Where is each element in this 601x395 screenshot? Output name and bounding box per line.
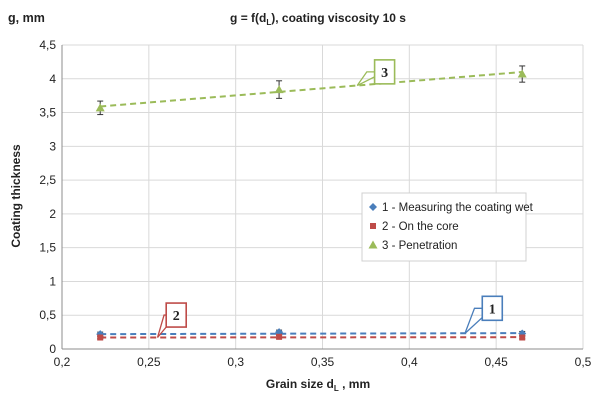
- callouts: 1 2 3: [156, 59, 504, 338]
- trend-lines: [100, 71, 523, 339]
- chart-title-sub: L: [266, 18, 271, 27]
- trend-line-series-1: [100, 332, 523, 336]
- callout-label: 1: [489, 302, 496, 317]
- x-tick-label: 0,2: [54, 355, 71, 369]
- chart-title-main: g = f(d: [230, 11, 266, 25]
- legend-item-label: 3 - Penetration: [382, 240, 457, 252]
- data-points: [95, 69, 527, 341]
- legend-box: [361, 192, 527, 262]
- x-tick-label: 0,35: [311, 355, 335, 369]
- tick-labels: 0 0,5 1 1,5 2 2,5 3 3,5 4 4,5 0,2 0,25 0,3 0,35 0,4 0,4…: [39, 38, 591, 369]
- y-tick-label: 1,5: [39, 241, 56, 255]
- y-axis-label: Coating thickness: [9, 144, 23, 248]
- callout-box: [373, 59, 396, 85]
- y-corner-label: g, mm: [8, 11, 45, 25]
- callout-label: 2: [173, 309, 180, 324]
- y-tick-label: 4: [49, 72, 56, 86]
- callout-label: 3: [381, 66, 388, 81]
- legend-marker: [370, 223, 376, 229]
- data-point-series-3: [274, 85, 284, 94]
- data-point-series-2: [97, 334, 104, 341]
- trend-line-series-3: [100, 71, 523, 108]
- y-tick-label: 3: [49, 139, 56, 153]
- x-axis-label: Grain size dL , mm: [266, 377, 370, 393]
- data-point-series-2: [519, 334, 526, 341]
- y-tick-label: 3,5: [39, 106, 56, 120]
- x-axis-label-rest: , mm: [339, 377, 370, 391]
- y-tick-label: 1: [49, 274, 56, 288]
- x-axis-label-sub: L: [334, 384, 339, 393]
- legend: 1 - Measuring the coating wet 2 - On the …: [361, 192, 534, 262]
- x-tick-label: 0,5: [575, 355, 592, 369]
- x-axis-label-main: Grain size d: [266, 377, 334, 391]
- callout-box: [481, 295, 504, 322]
- y-tick-label: 2,5: [39, 173, 56, 187]
- x-tick-label: 0,4: [401, 355, 418, 369]
- y-tick-label: 4,5: [39, 38, 56, 52]
- x-tick-label: 0,25: [137, 355, 161, 369]
- legend-item-label: 2 - On the core: [382, 221, 459, 233]
- chart-title: g = f(dL), coating viscosity 10 s: [230, 11, 406, 27]
- data-point-series-3: [95, 103, 105, 112]
- x-tick-label: 0,3: [227, 355, 244, 369]
- y-tick-label: 0,5: [39, 308, 56, 322]
- x-tick-label: 0,45: [484, 355, 508, 369]
- legend-item-label: 1 - Measuring the coating wet: [382, 202, 534, 214]
- data-point-series-3: [517, 69, 527, 78]
- callout-box: [165, 302, 187, 328]
- legend-marker: [368, 240, 378, 249]
- grid: [61, 44, 584, 350]
- data-point-series-2: [276, 333, 283, 340]
- chart-title-rest: ), coating viscosity 10 s: [271, 11, 406, 25]
- legend-marker: [369, 203, 377, 211]
- y-tick-label: 2: [49, 207, 56, 221]
- y-tick-label: 0: [49, 342, 56, 356]
